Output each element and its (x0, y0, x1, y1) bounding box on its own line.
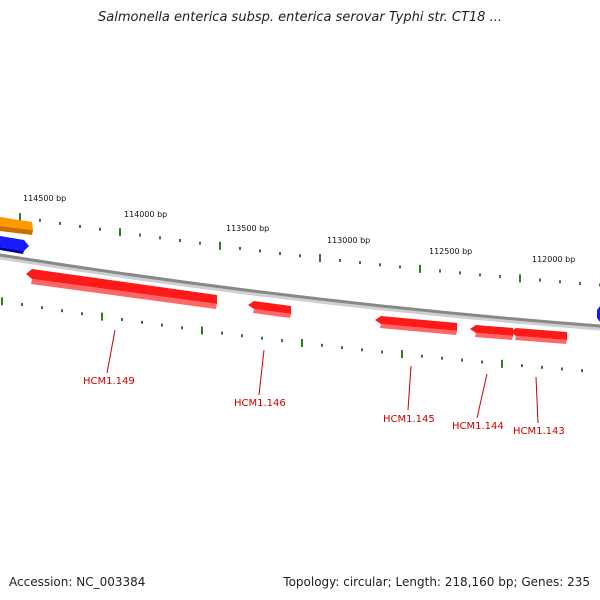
gene-feature-blue[interactable] (0, 236, 29, 254)
gene-label-hcm1-143[interactable]: HCM1.143 (513, 426, 565, 437)
map-title: Salmonella enterica subsp. enterica sero… (98, 10, 502, 25)
position-label: 114500 bp (23, 194, 66, 203)
position-label: 112000 bp (532, 255, 575, 264)
position-label: 113500 bp (226, 224, 269, 233)
outer-tick-ring (19, 213, 600, 287)
label-leader-line (258, 349, 265, 396)
gene-label-hcm1-149[interactable]: HCM1.149 (83, 376, 135, 387)
gene-feature-orange[interactable] (0, 217, 33, 235)
gene-feature-hcm1-149[interactable] (26, 269, 217, 309)
label-leader-line (535, 376, 539, 424)
label-leader-line (476, 373, 488, 419)
position-label: 114000 bp (124, 210, 167, 219)
label-leader-line (106, 329, 116, 374)
gene-feature-hcm1-145[interactable] (375, 316, 457, 335)
gene-feature-hcm1-144[interactable] (470, 325, 513, 340)
gene-feature-hcm1-143[interactable] (510, 328, 567, 344)
gene-label-hcm1-146[interactable]: HCM1.146 (234, 398, 286, 409)
gene-label-hcm1-145[interactable]: HCM1.145 (383, 414, 435, 425)
gene-label-hcm1-144[interactable]: HCM1.144 (452, 421, 504, 432)
backbone-shadow (0, 254, 600, 331)
inner-tick-ring (1, 297, 583, 373)
accession-text: Accession: NC_003384 (9, 575, 146, 589)
position-label: 112500 bp (429, 247, 472, 256)
topology-summary: Topology: circular; Length: 218,160 bp; … (283, 575, 590, 589)
label-leader-line (407, 365, 412, 411)
position-label: 113000 bp (327, 236, 370, 245)
backbone-line (0, 253, 600, 328)
gene-feature-hcm1-146[interactable] (248, 301, 291, 318)
gene-feature-blue-edge[interactable] (597, 306, 600, 322)
